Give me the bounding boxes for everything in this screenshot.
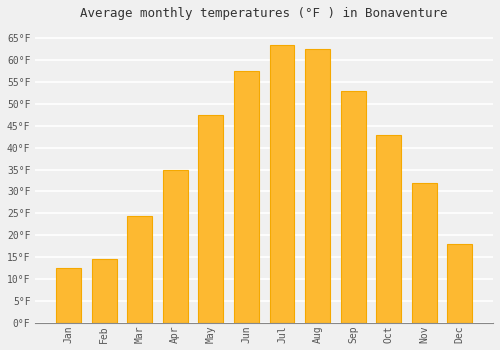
Bar — [340, 91, 365, 323]
Bar — [198, 115, 224, 323]
Bar — [412, 183, 436, 323]
Title: Average monthly temperatures (°F ) in Bonaventure: Average monthly temperatures (°F ) in Bo… — [80, 7, 448, 20]
Bar — [56, 268, 81, 323]
Bar — [376, 135, 401, 323]
Bar — [163, 170, 188, 323]
Bar — [127, 216, 152, 323]
Bar — [92, 259, 116, 323]
Bar — [270, 45, 294, 323]
Bar — [234, 71, 259, 323]
Bar — [448, 244, 472, 323]
Bar — [305, 49, 330, 323]
